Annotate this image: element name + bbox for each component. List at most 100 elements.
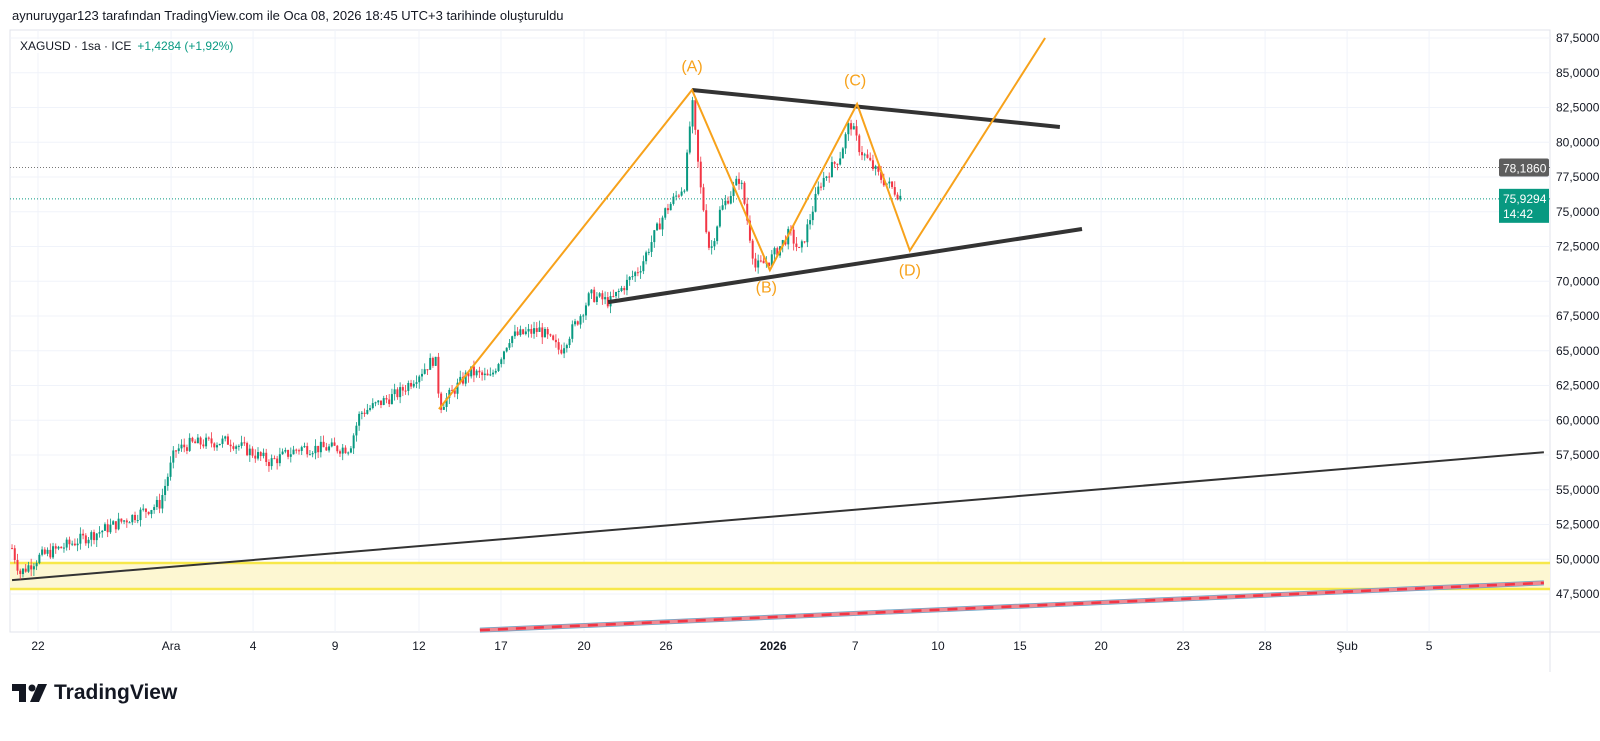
candle-body bbox=[456, 382, 459, 394]
candle-body bbox=[519, 329, 522, 336]
candle-body bbox=[595, 296, 598, 302]
candle-body bbox=[634, 272, 637, 277]
candle-body bbox=[84, 535, 87, 544]
candle-body bbox=[803, 241, 806, 243]
candle-body bbox=[128, 522, 131, 524]
candle-body bbox=[158, 499, 161, 509]
candle-body bbox=[363, 412, 366, 414]
candle-body bbox=[229, 444, 232, 447]
candle-body bbox=[656, 223, 659, 231]
candle-body bbox=[582, 315, 585, 317]
candle-body bbox=[265, 452, 268, 463]
candle-body bbox=[360, 412, 363, 414]
candle-body bbox=[612, 296, 615, 298]
candle-body bbox=[686, 152, 689, 191]
candle-body bbox=[453, 390, 456, 394]
candle-body bbox=[620, 287, 623, 291]
candle-body bbox=[751, 240, 754, 259]
candle-body bbox=[295, 449, 298, 451]
price-chart[interactable]: (A) (B) (C) (D) 47,5000 50,0000 52,5000 55,000… bbox=[0, 0, 1600, 672]
price-tick-label: 85,0000 bbox=[1556, 66, 1600, 80]
candle-body bbox=[429, 357, 432, 370]
candle-body bbox=[830, 162, 833, 178]
candle-body bbox=[169, 462, 172, 477]
candle-body bbox=[590, 289, 593, 294]
time-axis: 22 Ara 4 9 12 17 20 26 2026 7 10 15 20 23 28 Şub 5 bbox=[31, 639, 1432, 653]
candle-body bbox=[76, 543, 79, 546]
candle-body bbox=[571, 324, 574, 339]
candle-body bbox=[702, 187, 705, 211]
candle-body bbox=[114, 521, 117, 530]
candle-body bbox=[543, 328, 546, 338]
candle-body bbox=[13, 548, 16, 560]
candle-body bbox=[809, 220, 812, 225]
long-trendline bbox=[11, 451, 1544, 582]
candle-body bbox=[437, 356, 440, 394]
logo-text: TradingView bbox=[54, 681, 178, 704]
candle-body bbox=[598, 293, 601, 297]
candle-body bbox=[800, 241, 803, 248]
candle-body bbox=[866, 154, 869, 158]
time-tick-label: 7 bbox=[852, 639, 859, 653]
time-tick-label: 23 bbox=[1176, 639, 1190, 653]
candle-body bbox=[579, 316, 582, 325]
pattern-point-label: (C) bbox=[844, 72, 866, 89]
time-tick-label: 20 bbox=[577, 639, 591, 653]
candle-body bbox=[899, 195, 902, 200]
candle-body bbox=[451, 389, 454, 391]
candle-body bbox=[636, 272, 639, 274]
prev-close-label: 78,1860 bbox=[1503, 161, 1547, 175]
candle-body bbox=[65, 539, 68, 548]
candle-body bbox=[71, 543, 74, 545]
candle-body bbox=[226, 436, 229, 445]
candle-body bbox=[322, 441, 325, 448]
candle-body bbox=[246, 443, 249, 456]
candle-body bbox=[759, 260, 762, 262]
candle-body bbox=[511, 336, 514, 344]
candle-body bbox=[420, 373, 423, 377]
candle-body bbox=[888, 181, 891, 184]
candle-body bbox=[73, 543, 76, 546]
candle-body bbox=[440, 393, 443, 410]
candle-body bbox=[109, 524, 112, 533]
candle-body bbox=[850, 123, 853, 130]
pattern-overlay: (A) (B) (C) (D) bbox=[438, 37, 1083, 410]
last-price-label: 75,9294 bbox=[1503, 192, 1547, 206]
red-dashed-line bbox=[479, 581, 1544, 632]
time-tick-label: 26 bbox=[659, 639, 673, 653]
candle-body bbox=[352, 435, 355, 449]
candle-body bbox=[502, 351, 505, 360]
candle-body bbox=[748, 220, 751, 241]
candle-body bbox=[134, 514, 137, 521]
candle-body bbox=[112, 521, 115, 525]
candle-body bbox=[396, 389, 399, 398]
candle-body bbox=[716, 226, 719, 242]
candle-body bbox=[341, 447, 344, 454]
candle-body bbox=[87, 539, 90, 544]
tradingview-logo[interactable]: TradingView bbox=[12, 681, 177, 705]
candle-body bbox=[677, 195, 680, 197]
candle-body bbox=[216, 445, 219, 448]
price-tick-label: 62,5000 bbox=[1556, 379, 1600, 393]
candle-body bbox=[333, 442, 336, 446]
candle-body bbox=[699, 161, 702, 188]
candle-body bbox=[557, 342, 560, 350]
candle-body bbox=[710, 246, 713, 248]
candle-body bbox=[164, 485, 167, 496]
prev-close-badge bbox=[1499, 158, 1549, 177]
candle-body bbox=[672, 196, 675, 204]
candle-body bbox=[844, 134, 847, 149]
candles bbox=[11, 96, 902, 580]
candle-body bbox=[513, 331, 516, 337]
candle-body bbox=[267, 462, 270, 467]
price-tick-label: 87,5000 bbox=[1556, 31, 1600, 45]
candle-body bbox=[257, 452, 260, 459]
candle-body bbox=[224, 436, 227, 439]
candle-body bbox=[30, 565, 33, 570]
candle-body bbox=[533, 328, 536, 334]
candle-body bbox=[472, 366, 475, 376]
candle-body bbox=[639, 271, 642, 273]
candle-body bbox=[319, 441, 322, 453]
candle-body bbox=[522, 329, 525, 335]
symbol-legend[interactable]: XAGUSD · 1sa · ICE +1,4284 (+1,92%) bbox=[20, 39, 234, 53]
